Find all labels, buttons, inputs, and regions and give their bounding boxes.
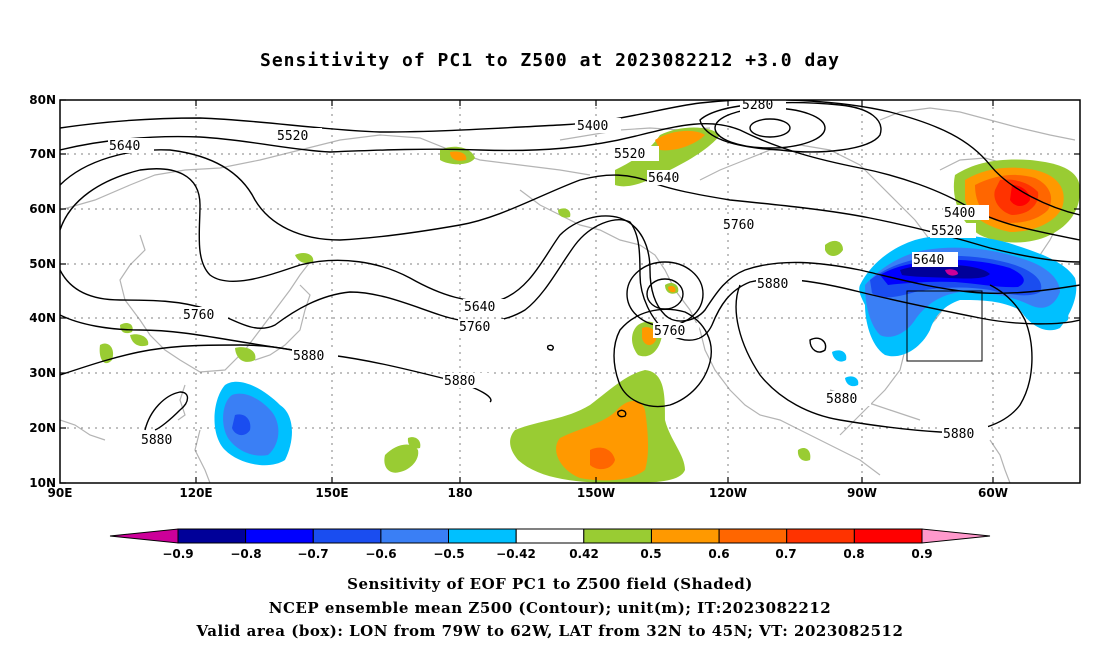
lat-label: 70N: [29, 147, 56, 161]
colorbar-segment: [448, 528, 517, 544]
lon-label: 90E: [48, 486, 73, 500]
contour-label: 5640: [913, 253, 944, 268]
colorbar-segment: [718, 528, 788, 544]
lat-label: 80N: [29, 93, 56, 107]
lon-label: 180: [447, 486, 472, 500]
colorbar-segment: [515, 528, 585, 544]
lat-label: 20N: [29, 421, 56, 435]
lat-label: 60N: [29, 202, 56, 216]
lat-label: 30N: [29, 366, 56, 380]
contour-label: 5520: [614, 147, 645, 162]
z500-contours: [60, 100, 1080, 433]
contour-label: 5520: [277, 129, 308, 144]
contour-label: 5760: [183, 308, 214, 323]
colorbar-segment: [380, 528, 449, 544]
lon-label: 60W: [978, 486, 1008, 500]
colorbar-labels: −0.9 −0.8 −0.7 −0.6 −0.5 −0.42 0.42 0.5 …: [162, 547, 932, 561]
colorbar-segments: [177, 528, 923, 544]
contour-label: 5640: [109, 139, 140, 154]
colorbar-label: 0.9: [911, 547, 932, 561]
lon-label: 150E: [315, 486, 348, 500]
colorbar-label: −0.6: [365, 547, 396, 561]
caption-contour: NCEP ensemble mean Z500 (Contour); unit(…: [268, 599, 832, 617]
lon-label: 120W: [709, 486, 747, 500]
lat-label: 50N: [29, 257, 56, 271]
colorbar-label: −0.8: [230, 547, 261, 561]
map-area: 5280 5400 5400 5520 5520 5520 5640 5640 …: [60, 98, 1080, 483]
colorbar-segment: [583, 528, 652, 544]
longitude-labels: 90E 120E 150E 180 150W 120W 90W 60W: [48, 486, 1008, 500]
latitude-labels: 80N 70N 60N 50N 40N 30N 20N 10N: [29, 93, 56, 490]
valid-area-box: [906, 290, 983, 362]
contour-label: 5760: [654, 324, 685, 339]
sensitivity-shading: [99, 127, 1080, 483]
contour-label: 5520: [931, 224, 962, 239]
contour-label: 5880: [757, 277, 788, 292]
lon-label: 120E: [179, 486, 212, 500]
tick-marks: [60, 99, 1080, 484]
colorbar-segment: [651, 528, 720, 544]
caption-valid-area: Valid area (box): LON from 79W to 62W, L…: [196, 622, 904, 640]
colorbar-low-extension: [109, 528, 179, 544]
contour-label: 5880: [293, 349, 324, 364]
lat-label: 10N: [29, 476, 56, 490]
contour-label: 5880: [444, 374, 475, 389]
colorbar-segment: [245, 528, 314, 544]
colorbar: −0.9 −0.8 −0.7 −0.6 −0.5 −0.42 0.42 0.5 …: [109, 528, 991, 561]
contour-label: 5760: [723, 218, 754, 233]
colorbar-high-extension: [921, 528, 991, 544]
contour-label: 5280: [742, 98, 773, 113]
colorbar-label: 0.7: [775, 547, 796, 561]
colorbar-segment: [312, 528, 382, 544]
map-frame: [59, 99, 1081, 484]
contour-label: 5640: [464, 300, 495, 315]
colorbar-label: 0.6: [708, 547, 729, 561]
caption-shading: Sensitivity of EOF PC1 to Z500 field (Sh…: [347, 575, 753, 593]
colorbar-segment: [177, 528, 247, 544]
contour-label-group: 5280 5400 5400 5520 5520 5520 5640 5640 …: [108, 98, 989, 448]
lon-label: 90W: [847, 486, 877, 500]
lon-label: 150W: [577, 486, 615, 500]
contour-label: 5880: [943, 427, 974, 442]
contour-label: 5400: [944, 206, 975, 221]
map-figure: 5280 5400 5400 5520 5520 5520 5640 5640 …: [29, 93, 1081, 561]
colorbar-segment: [853, 528, 923, 544]
contour-label: 5400: [577, 119, 608, 134]
colorbar-segment: [786, 528, 855, 544]
colorbar-label: 0.8: [843, 547, 864, 561]
colorbar-label: −0.7: [297, 547, 328, 561]
colorbar-label: 0.5: [640, 547, 661, 561]
contour-label: 5640: [648, 171, 679, 186]
colorbar-label: −0.5: [433, 547, 464, 561]
colorbar-label: −0.42: [496, 547, 536, 561]
colorbar-label: 0.42: [569, 547, 599, 561]
contour-label: 5880: [826, 392, 857, 407]
colorbar-label: −0.9: [162, 547, 193, 561]
lat-label: 40N: [29, 311, 56, 325]
contour-label: 5760: [459, 320, 490, 335]
map-title: Sensitivity of PC1 to Z500 at 2023082212…: [259, 50, 840, 71]
contour-label: 5880: [141, 433, 172, 448]
